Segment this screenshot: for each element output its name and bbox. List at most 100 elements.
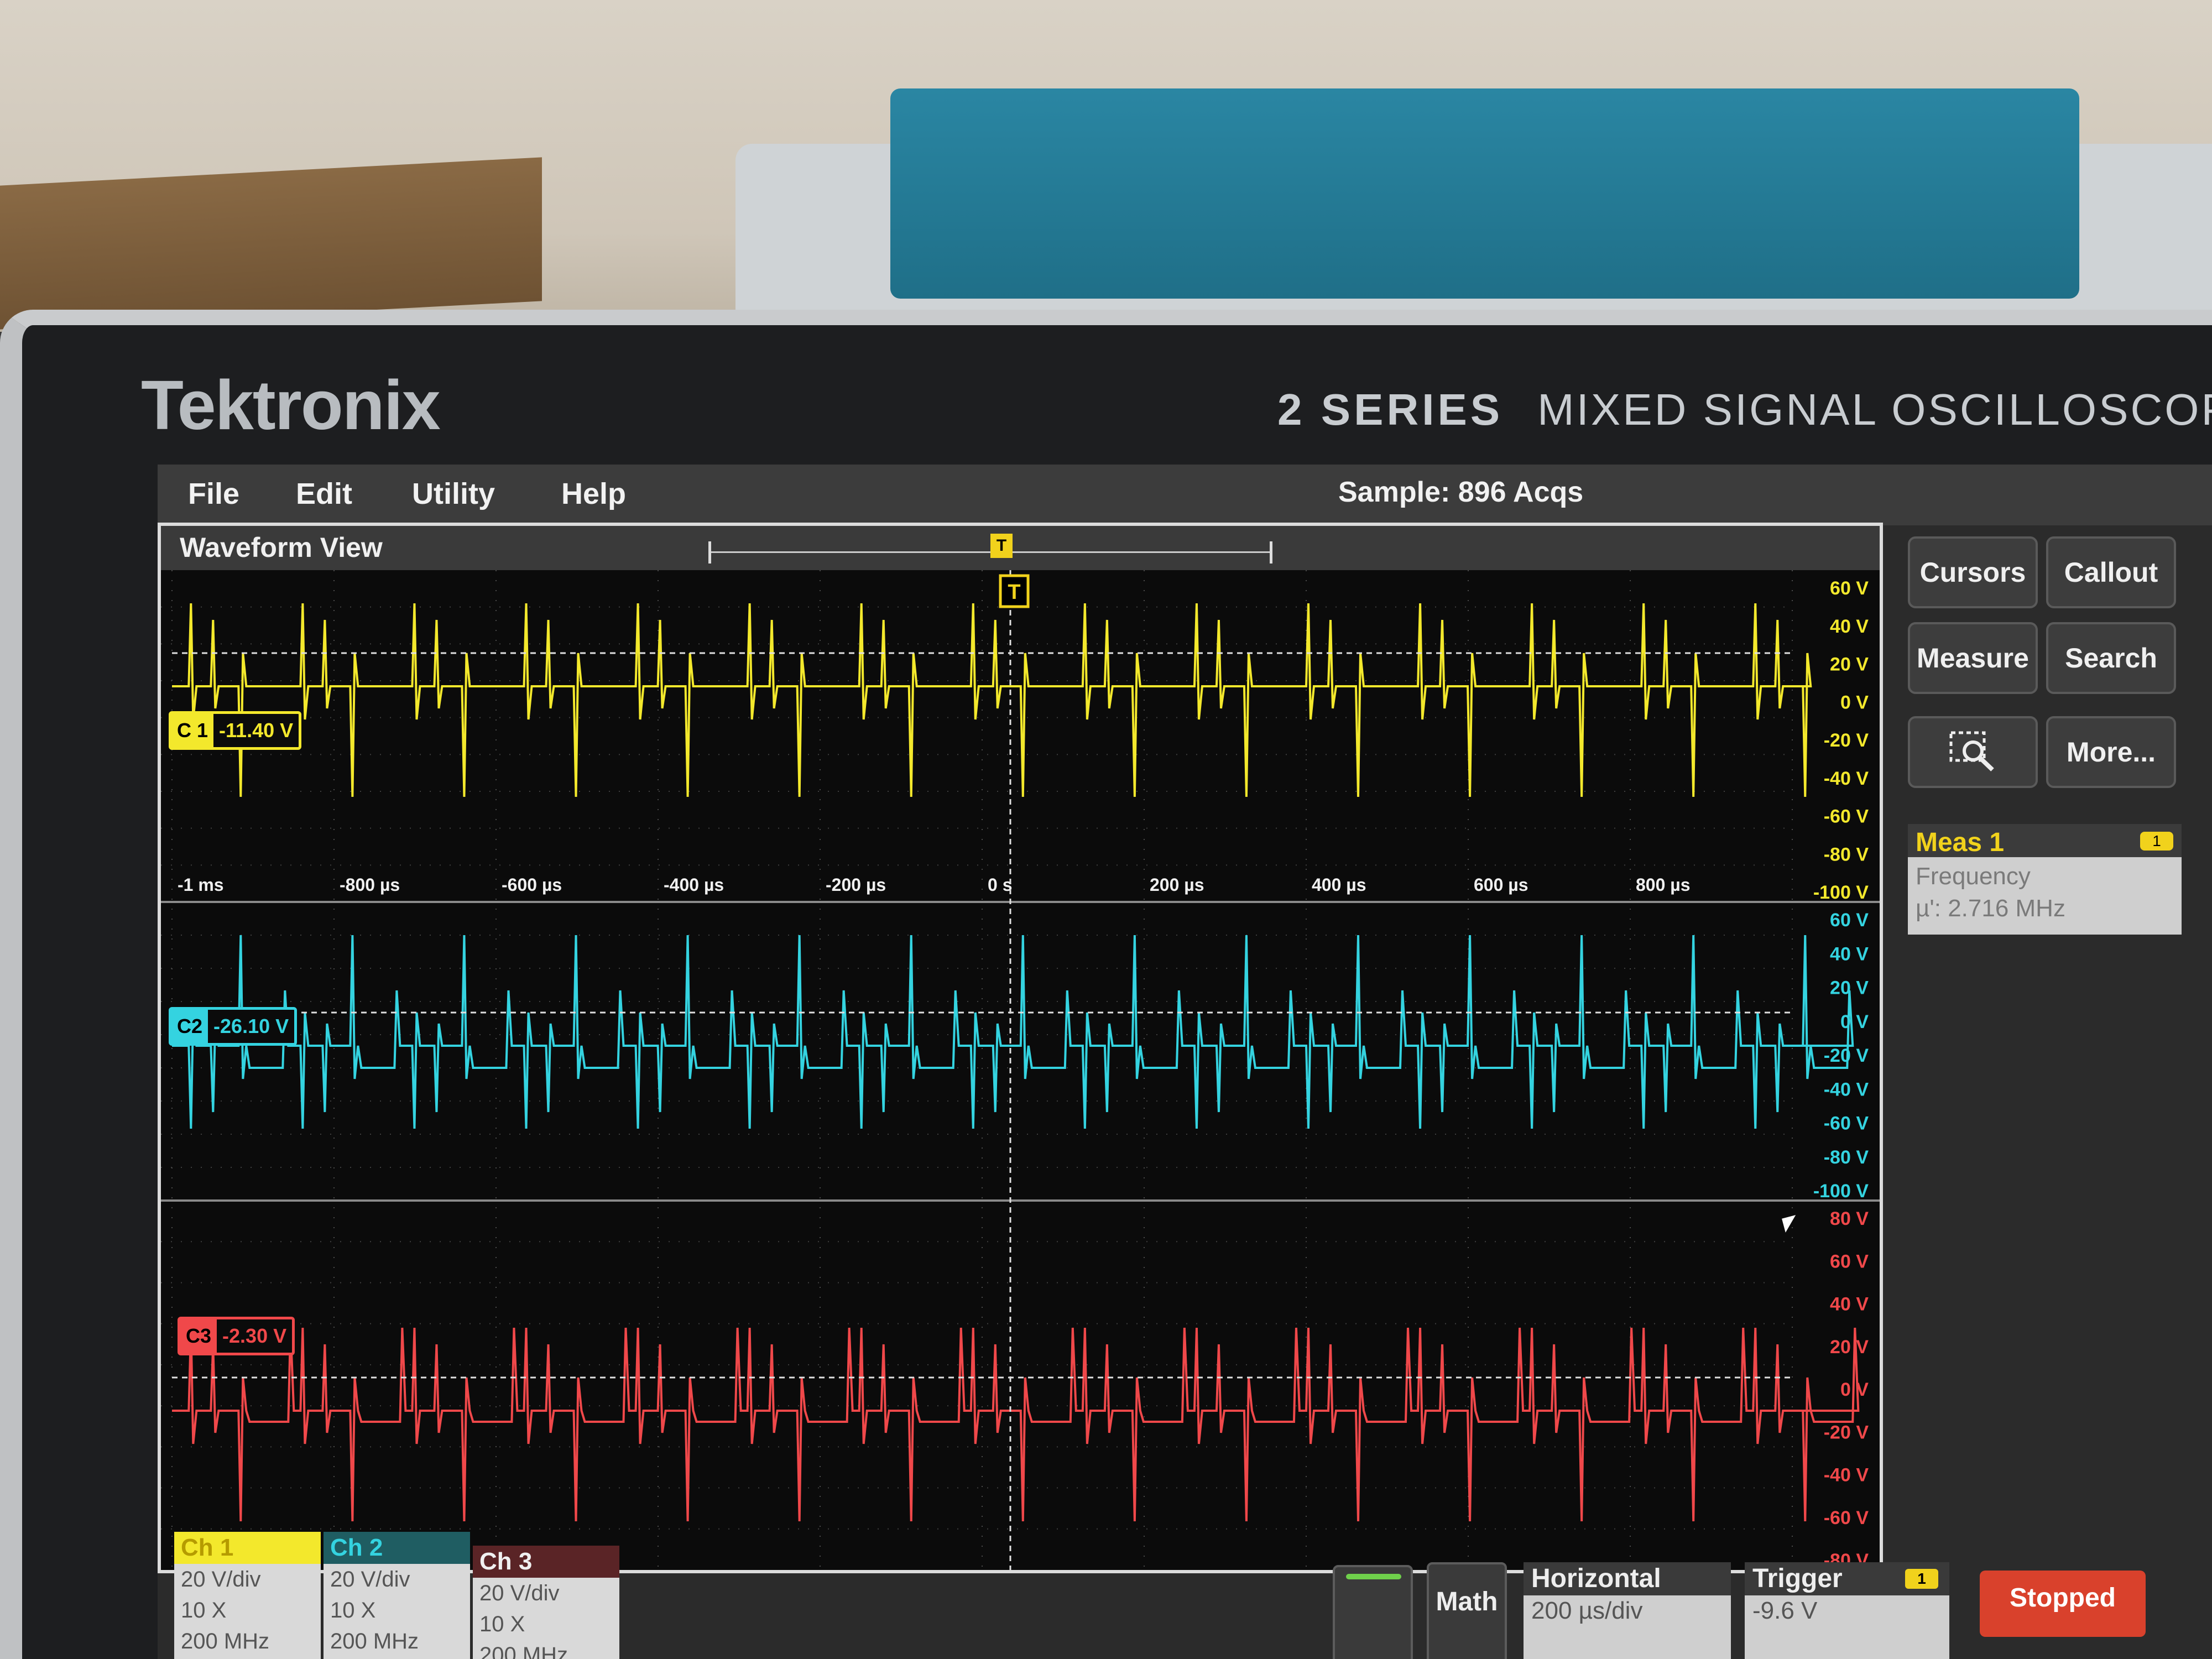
channel1-badge[interactable]: Ch 1 20 V/div 10 X 200 MHz [174,1532,321,1659]
channel3-offset: -2.30 V [222,1324,287,1347]
channel3-badge-title: Ch 3 [473,1546,619,1578]
channel3-scale: 20 V/div [479,1581,560,1605]
channel1-offset: -11.40 V [219,719,294,742]
trigger-flag[interactable]: T [999,574,1030,608]
waveform-view-title: Waveform View [180,532,383,563]
vertical-tick-label: 0 V [1840,692,1869,713]
zoom-button[interactable] [1908,716,2038,788]
blue-lid [890,88,2079,299]
waveform-plot[interactable]: 60 V 40 V 20 V 0 V -20 V -40 V -60 V -80 V -100 … [161,570,1880,1570]
time-tick-label: 600 µs [1474,875,1528,895]
menu-file[interactable]: File [188,477,240,510]
horizontal-title: Horizontal [1524,1562,1731,1595]
vertical-tick-label: -60 V [1824,806,1869,827]
search-button[interactable]: Search [2046,622,2176,694]
measure-button[interactable]: Measure [1908,622,2038,694]
measurement-value: µ': 2.716 MHz [1916,895,2065,922]
time-tick-label: -400 µs [664,875,724,895]
background-box [0,157,542,330]
measurement-title: Meas 1 [1916,828,2005,857]
acquisition-status: Sample: 896 Acqs [1338,476,1584,508]
time-tick-label: 400 µs [1312,875,1366,895]
more-button[interactable]: More... [2046,716,2176,788]
trigger-source-badge: 1 [1905,1569,1938,1589]
graticule [161,570,1880,1570]
vertical-tick-label: -100 V [1813,882,1869,903]
vertical-tick-label: -80 V [1824,844,1869,865]
channel2-offset: -26.10 V [213,1015,289,1037]
time-tick-label: 800 µs [1636,875,1691,895]
channel3-offset-badge[interactable]: C3 -2.30 V [178,1317,295,1355]
horizontal-scale: 200 µs/div [1531,1597,1643,1624]
trigger-title: Trigger [1752,1564,1843,1593]
vertical-tick-label: -20 V [1824,1422,1869,1443]
channel1-badge-title: Ch 1 [174,1532,321,1564]
vertical-tick-label: 60 V [1830,578,1869,599]
menu-bar: File Edit Utility Help Sample: 896 Acqs [158,465,2212,525]
vertical-tick-label: -20 V [1824,730,1869,751]
trigger-position-marker[interactable]: T [990,534,1013,558]
channel1-offset-badge[interactable]: C 1 -11.40 V [169,711,302,750]
horizontal-badge[interactable]: Horizontal 200 µs/div [1524,1562,1731,1659]
waveform-view-titlebar: Waveform View T [161,526,1880,570]
channel1-label: C 1 [171,714,214,747]
menu-utility[interactable]: Utility [412,477,495,510]
measurement-name: Frequency [1916,863,2031,890]
math-button[interactable]: Math [1427,1562,1507,1659]
channel2-badge-title: Ch 2 [324,1532,470,1564]
vertical-tick-label: 60 V [1830,1251,1869,1272]
vertical-tick-label: 0 V [1840,1011,1869,1032]
channel3-probe: 10 X [479,1612,525,1636]
channel3-label: C3 [180,1319,217,1353]
callout-button[interactable]: Callout [2046,536,2176,608]
series-label: 2 SERIES [1277,385,1504,434]
vertical-tick-label: -60 V [1824,1507,1869,1528]
cursors-button[interactable]: Cursors [1908,536,2038,608]
time-tick-label: -1 ms [178,875,224,895]
vertical-tick-label: -40 V [1824,1465,1869,1486]
trigger-level: -9.6 V [1752,1597,1818,1624]
channel1-probe: 10 X [181,1598,227,1623]
vertical-tick-label: -40 V [1824,1079,1869,1100]
trace-channel-2 [172,935,1854,1129]
channel1-bandwidth: 200 MHz [181,1629,270,1653]
svg-text:T: T [1008,581,1020,604]
time-tick-label: 200 µs [1150,875,1204,895]
vertical-tick-label: 80 V [1830,1208,1869,1229]
time-tick-label: -200 µs [826,875,886,895]
vertical-tick-label: 0 V [1840,1379,1869,1400]
trigger-badge[interactable]: Trigger 1 -9.6 V [1745,1562,1949,1659]
zoom-icon [1949,731,1994,771]
measurement-header: Meas 1 1 [1908,824,2182,857]
menu-help[interactable]: Help [561,477,627,510]
vertical-tick-label: 20 V [1830,1337,1869,1358]
vertical-tick-label: -80 V [1824,1147,1869,1168]
channel2-offset-badge[interactable]: C2 -26.10 V [169,1007,298,1046]
vertical-tick-label: -60 V [1824,1113,1869,1134]
add-new-button[interactable] [1333,1565,1413,1659]
brand-logo: Tektronix [141,366,441,444]
vertical-tick-label: 40 V [1830,943,1869,964]
vertical-tick-label: -100 V [1813,1181,1869,1202]
time-tick-label: -800 µs [340,875,400,895]
vertical-tick-label: -20 V [1824,1045,1869,1066]
vertical-tick-label: 40 V [1830,1294,1869,1315]
channel3-bandwidth: 200 MHz [479,1643,568,1659]
channel1-scale: 20 V/div [181,1567,261,1592]
channel2-probe: 10 X [330,1598,376,1623]
oscilloscope-screen: File Edit Utility Help Sample: 896 Acqs … [158,465,2212,1659]
waveform-view[interactable]: Waveform View T 60 V 40 V 20 V 0 V -20 V -40 … [158,523,1883,1573]
measurement-badge[interactable]: Meas 1 1 Frequency µ': 2.716 MHz [1908,824,2182,935]
channel2-bandwidth: 200 MHz [330,1629,419,1653]
measurement-source-badge: 1 [2140,832,2173,851]
menu-edit[interactable]: Edit [296,477,352,510]
trace-channel-1 [172,603,1812,797]
channel3-badge[interactable]: Ch 3 20 V/div 10 X 200 MHz [473,1546,619,1659]
axis-labels: 60 V 40 V 20 V 0 V -20 V -40 V -60 V -80 V -100 … [178,578,1869,1570]
vertical-tick-label: 20 V [1830,654,1869,675]
run-stop-status[interactable]: Stopped [1980,1571,2146,1637]
time-tick-label: -600 µs [502,875,562,895]
channel2-badge[interactable]: Ch 2 20 V/div 10 X 200 MHz [324,1532,470,1659]
vertical-tick-label: 60 V [1830,910,1869,931]
plot-background [161,570,1880,1570]
